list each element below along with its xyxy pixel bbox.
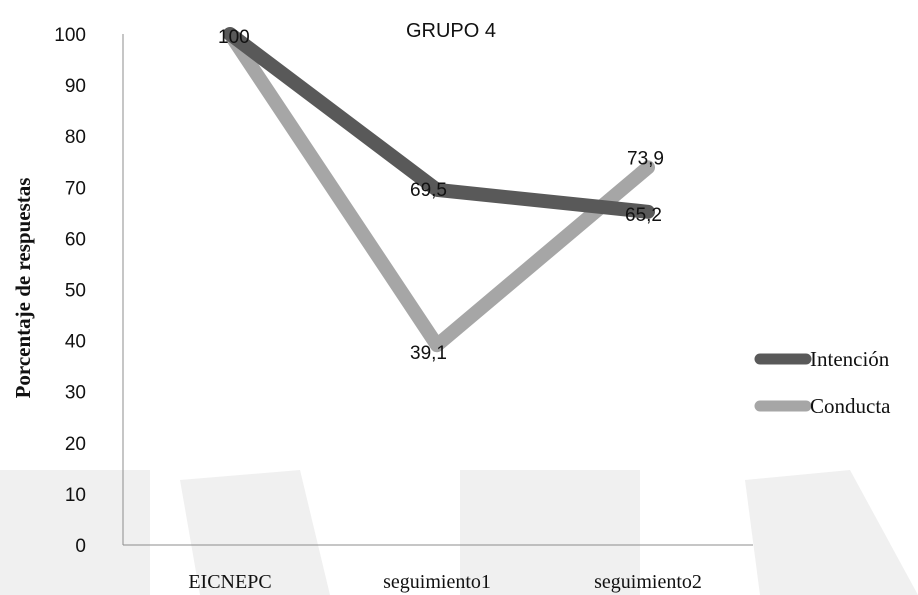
y-tick-label: 100 [54, 25, 86, 46]
y-tick-label: 70 [65, 178, 86, 199]
series-lines [223, 27, 655, 353]
y-tick-label: 90 [65, 76, 86, 97]
legend-label: Conducta [810, 394, 891, 418]
y-axis-ticks: 0 10 20 30 40 50 60 70 80 90 100 [54, 25, 86, 557]
legend-label: Intención [810, 347, 890, 371]
y-tick-label: 30 [65, 383, 86, 404]
x-tick-label: EICNEPC [188, 571, 271, 593]
y-tick-label: 80 [65, 127, 86, 148]
chart-title: GRUPO 4 [406, 20, 496, 42]
series-line-1 [223, 27, 655, 353]
y-tick-label: 20 [65, 434, 86, 455]
y-tick-label: 0 [75, 536, 86, 557]
y-axis-label: Porcentaje de respuestas [11, 178, 35, 399]
series-line-0 [223, 27, 655, 219]
y-tick-label: 60 [65, 229, 86, 250]
x-axis-ticks: EICNEPC seguimiento1 seguimiento2 [188, 571, 702, 593]
legend: Intención Conducta [754, 347, 891, 418]
data-labels: 100 69,5 65,2 39,1 73,9 [218, 27, 664, 364]
y-tick-label: 50 [65, 281, 86, 302]
data-label: 65,2 [625, 205, 662, 226]
background-watermark [0, 470, 918, 595]
data-label: 100 [218, 27, 250, 48]
data-label: 69,5 [410, 180, 447, 201]
data-label: 73,9 [627, 148, 664, 169]
y-tick-label: 40 [65, 332, 86, 353]
data-label: 39,1 [410, 343, 447, 364]
x-tick-label: seguimiento2 [594, 571, 702, 593]
x-tick-label: seguimiento1 [383, 571, 491, 593]
y-tick-label: 10 [65, 485, 86, 506]
